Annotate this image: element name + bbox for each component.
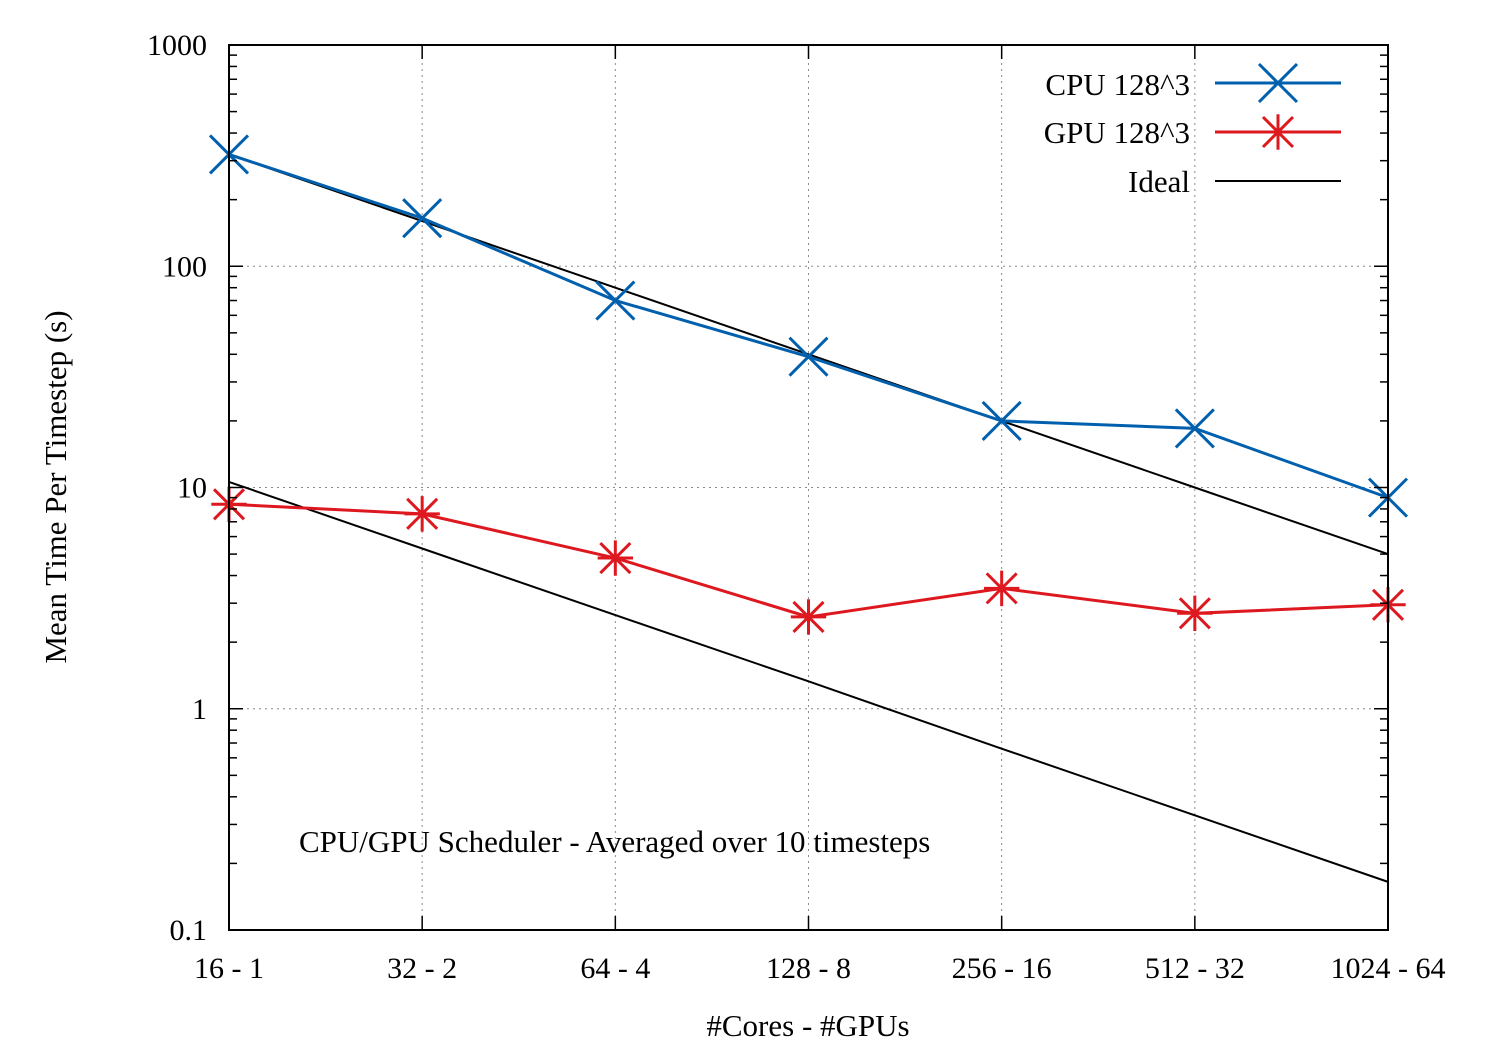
- data-point-gpu: [983, 570, 1020, 607]
- data-point-cpu: [402, 198, 443, 239]
- data-point-cpu: [1174, 408, 1215, 449]
- grid-lines: [229, 45, 1388, 930]
- y-axis-title: Mean Time Per Timestep (s): [38, 310, 73, 663]
- legend-marker-cpu: [1257, 62, 1299, 104]
- ideal-lines: [228, 153, 1389, 883]
- y-tick-label: 10: [177, 472, 207, 505]
- y-tick-label: 1000: [147, 29, 207, 62]
- legend-label-gpu: GPU 128^3: [1044, 115, 1190, 150]
- chart-annotation: CPU/GPU Scheduler - Averaged over 10 tim…: [299, 824, 930, 859]
- tick-labels: 0.1 1 10 100 1000 16 - 1 32 - 2 64 - 4 128 - 8 25…: [147, 29, 1446, 985]
- x-tick-label: 512 - 32: [1145, 952, 1245, 985]
- legend-marker-gpu: [1260, 114, 1296, 150]
- data-point-cpu: [981, 400, 1022, 441]
- x-axis-title: #Cores - #GPUs: [706, 1008, 909, 1043]
- ideal-line: [228, 153, 1389, 556]
- x-tick-label: 64 - 4: [580, 952, 650, 985]
- data-point-gpu: [1177, 595, 1213, 632]
- ideal-line: [228, 480, 1389, 883]
- data-point-gpu: [790, 599, 827, 635]
- y-tick-label: 1: [192, 693, 207, 726]
- x-tick-label: 1024 - 64: [1331, 952, 1446, 985]
- data-point-gpu: [597, 540, 634, 576]
- legend-label-cpu: CPU 128^3: [1045, 67, 1190, 102]
- legend-label-ideal: Ideal: [1128, 164, 1190, 199]
- data-point-cpu: [788, 336, 829, 377]
- x-tick-label: 16 - 1: [194, 952, 264, 985]
- axis-ticks: [228, 44, 1389, 931]
- y-tick-label: 0.1: [170, 914, 208, 947]
- data-series: [208, 134, 1409, 635]
- legend: CPU 128^3 GPU 128^3 Ideal: [1044, 62, 1341, 199]
- data-point-gpu: [404, 496, 440, 532]
- data-point-cpu: [595, 280, 636, 321]
- x-tick-label: 32 - 2: [387, 952, 457, 985]
- x-tick-label: 128 - 8: [766, 952, 851, 985]
- y-tick-label: 100: [162, 250, 207, 283]
- x-tick-label: 256 - 16: [952, 952, 1052, 985]
